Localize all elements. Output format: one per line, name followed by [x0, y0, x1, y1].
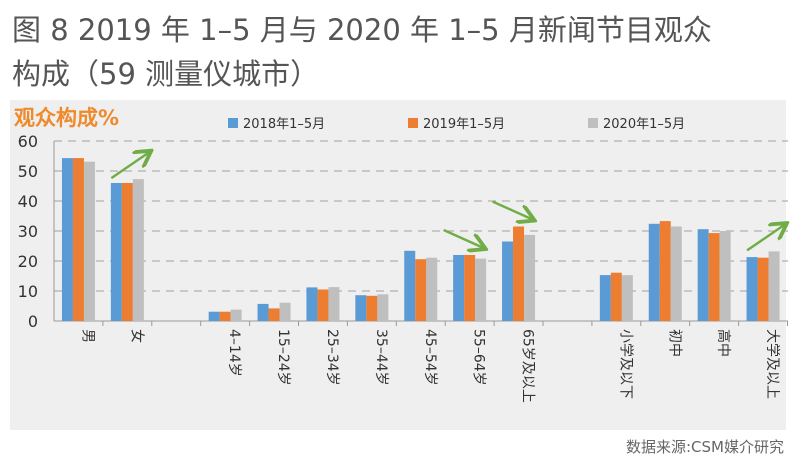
bar-2020年1–5月 [475, 258, 487, 321]
bar-2018年1–5月 [502, 241, 514, 321]
legend-item-2018: 2018年1–5月 [228, 113, 325, 132]
bar-2018年1–5月 [648, 223, 660, 321]
bar-2020年1–5月 [670, 226, 682, 321]
legend: 2018年1–5月 2019年1–5月 2020年1–5月 [0, 113, 800, 133]
trend-arrow-icon [110, 152, 149, 180]
bar-2018年1–5月 [110, 183, 122, 321]
x-tick-label: 15–24岁 [275, 329, 291, 386]
legend-label: 2018年1–5月 [243, 117, 326, 132]
bar-2018年1–5月 [306, 287, 318, 321]
title-line-1: 图 8 2019 年 1–5 月与 2020 年 1–5 月新闻节目观众 [12, 13, 712, 47]
legend-swatch [228, 117, 238, 128]
x-tick-label: 4–14岁 [226, 329, 242, 377]
bar-2018年1–5月 [599, 275, 611, 321]
bar-2019年1–5月 [121, 183, 133, 321]
x-tick-label: 65岁及以上 [520, 329, 536, 403]
x-tick-label: 35–44岁 [373, 329, 389, 386]
bar-2019年1–5月 [757, 257, 769, 321]
bar-2018年1–5月 [404, 250, 416, 321]
legend-swatch [588, 117, 598, 128]
bar-2020年1–5月 [83, 161, 95, 321]
bar-2020年1–5月 [328, 287, 340, 321]
x-tick-label: 55–64岁 [471, 329, 487, 386]
bar-2018年1–5月 [257, 303, 269, 321]
bar-2019年1–5月 [513, 226, 525, 321]
bar-2018年1–5月 [453, 255, 465, 321]
bar-2019年1–5月 [659, 221, 671, 321]
bar-2018年1–5月 [697, 229, 709, 321]
chart-title: 图 8 2019 年 1–5 月与 2020 年 1–5 月新闻节目观众 构成（… [12, 8, 800, 96]
x-tick-label: 男 [79, 329, 95, 343]
trend-arrow-icon [746, 224, 785, 252]
bar-2020年1–5月 [524, 234, 536, 321]
legend-label: 2020年1–5月 [603, 117, 686, 132]
y-tick-label: 30 [18, 222, 38, 241]
bar-2020年1–5月 [377, 294, 389, 321]
title-line-2: 构成（59 测量仪城市） [12, 57, 320, 91]
bar-2019年1–5月 [268, 308, 280, 321]
y-tick-label: 50 [18, 162, 38, 181]
x-tick-label: 25–34岁 [324, 329, 340, 386]
bar-2019年1–5月 [72, 158, 84, 321]
bar-2020年1–5月 [230, 309, 242, 321]
bar-2019年1–5月 [219, 311, 231, 321]
legend-item-2020: 2020年1–5月 [588, 113, 685, 132]
bar-2019年1–5月 [708, 233, 720, 321]
y-tick-label: 60 [18, 132, 38, 151]
trend-arrow-icon [443, 228, 484, 248]
bar-2018年1–5月 [746, 257, 758, 321]
bar-2018年1–5月 [208, 311, 220, 321]
y-tick-label: 10 [18, 282, 38, 301]
legend-label: 2019年1–5月 [423, 117, 506, 132]
x-tick-label: 大学及以上 [764, 329, 780, 399]
bar-2020年1–5月 [719, 231, 731, 321]
x-tick-label: 高中 [715, 329, 732, 357]
bar-2020年1–5月 [621, 275, 633, 321]
y-tick-label: 0 [28, 312, 38, 331]
legend-item-2019: 2019年1–5月 [408, 113, 505, 132]
y-tick-label: 20 [18, 252, 38, 271]
bar-2019年1–5月 [464, 255, 476, 321]
bar-2018年1–5月 [355, 295, 367, 321]
bar-2019年1–5月 [317, 289, 329, 321]
y-tick-label: 40 [18, 192, 38, 211]
x-tick-label: 小学及以下 [617, 329, 633, 399]
legend-swatch [408, 117, 418, 128]
bar-2019年1–5月 [366, 295, 378, 321]
bar-2018年1–5月 [61, 158, 73, 321]
trend-arrow-icon [492, 200, 533, 220]
x-tick-label: 45–54岁 [422, 329, 438, 386]
bar-2020年1–5月 [426, 257, 438, 321]
bar-2020年1–5月 [132, 179, 144, 321]
bar-2019年1–5月 [610, 272, 622, 321]
bar-2019年1–5月 [415, 259, 427, 321]
source-note: 数据来源:CSM媒介研究 [626, 438, 784, 456]
y-axis-title: 观众构成% [14, 106, 120, 130]
x-tick-label: 女 [128, 329, 145, 343]
bar-2020年1–5月 [768, 251, 780, 321]
x-tick-label: 初中 [666, 329, 683, 357]
bar-2020年1–5月 [279, 302, 291, 321]
